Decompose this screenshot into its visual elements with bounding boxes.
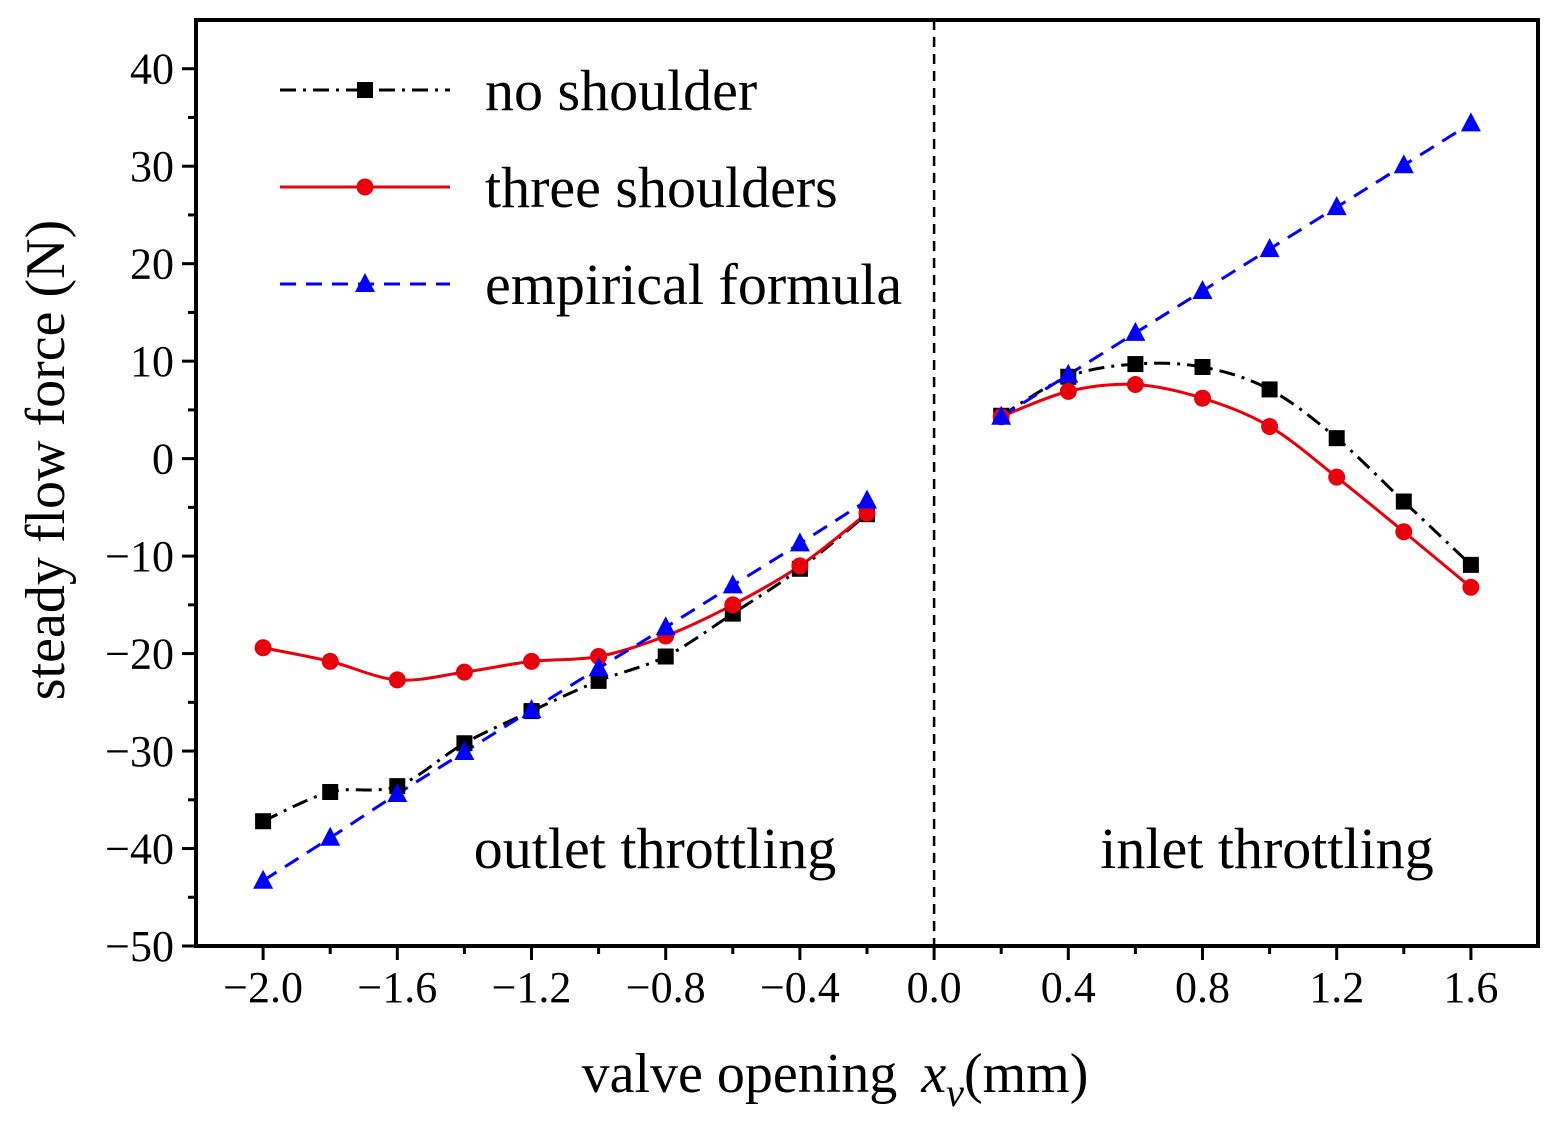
data-point <box>791 557 809 575</box>
data-point <box>590 648 608 666</box>
data-point <box>1395 493 1412 510</box>
y-axis-title: steady flow force (N) <box>15 220 77 700</box>
data-point <box>1462 578 1480 596</box>
x-tick-label: −1.6 <box>357 963 437 1012</box>
markers-empirical-formula <box>253 112 1481 889</box>
y-tick-label: −40 <box>105 825 174 874</box>
legend: no shoulder three shoulders empirical form… <box>280 58 902 317</box>
data-point <box>1328 468 1346 486</box>
data-point <box>1194 389 1211 407</box>
y-tick-label: −30 <box>105 727 174 776</box>
x-axis-title-sub: v <box>946 1070 964 1115</box>
y-tick-label: 40 <box>130 45 174 94</box>
y-tick-label: 20 <box>130 240 174 289</box>
data-point <box>1059 382 1077 400</box>
x-axis-title-unit: (mm) <box>964 1043 1088 1105</box>
data-point <box>1192 279 1213 299</box>
data-point <box>322 783 339 800</box>
x-tick-label: 0.4 <box>1041 963 1096 1012</box>
markers-three-shoulders <box>254 376 1480 689</box>
x-tick-label: −2.0 <box>223 963 303 1012</box>
data-point <box>722 574 743 594</box>
x-tick-label: 0.8 <box>1175 963 1230 1012</box>
x-tick-label: 1.2 <box>1309 963 1364 1012</box>
axes: −50 −40 −30 −20 −10 0 10 20 30 40 −2.0 −1.6 −1.2 −0.8… <box>105 18 1540 1012</box>
y-tick-label: −10 <box>105 532 174 581</box>
legend-marker <box>356 178 374 196</box>
x-tick-label: −0.4 <box>760 963 840 1012</box>
series-line <box>1000 382 1472 589</box>
data-point <box>858 504 876 522</box>
data-point <box>388 671 406 689</box>
legend-marker <box>357 82 373 98</box>
x-axis-title-label: valve opening <box>582 1043 898 1105</box>
data-point <box>254 639 272 657</box>
data-point <box>521 699 542 719</box>
series-three-shoulders <box>262 382 1472 682</box>
legend-marker <box>355 273 375 292</box>
data-point <box>321 652 339 670</box>
y-tick-label: −20 <box>105 630 174 679</box>
series-line <box>262 513 868 823</box>
data-point <box>1259 238 1280 258</box>
data-point <box>1127 356 1144 373</box>
data-point <box>1126 376 1144 394</box>
legend-label: empirical formula <box>485 252 902 317</box>
data-point <box>1395 523 1413 541</box>
x-axis-title-var: x <box>920 1043 946 1105</box>
data-point <box>724 596 742 614</box>
data-point <box>523 652 540 670</box>
y-tick-label: 10 <box>130 337 174 386</box>
legend-item-no-shoulder: no shoulder <box>280 58 757 123</box>
series-line <box>262 512 868 682</box>
data-point <box>1261 417 1279 435</box>
data-point <box>253 869 274 889</box>
y-tick-label: −50 <box>105 922 174 971</box>
data-point <box>1462 556 1479 573</box>
series-layer <box>253 112 1481 889</box>
y-tick-label: 0 <box>152 435 174 484</box>
y-tick-label: 30 <box>130 142 174 191</box>
x-tick-label: −0.8 <box>626 963 706 1012</box>
series-no-shoulder <box>262 361 1472 823</box>
data-point <box>991 405 1012 425</box>
x-tick-label: −1.2 <box>492 963 572 1012</box>
data-point <box>320 826 341 846</box>
data-point <box>1393 154 1414 174</box>
data-point <box>1261 381 1278 398</box>
markers-no-shoulder <box>255 356 1479 830</box>
x-tick-label: 1.6 <box>1443 963 1498 1012</box>
data-point <box>657 648 674 665</box>
data-point <box>789 532 810 552</box>
data-point <box>454 741 475 761</box>
legend-item-three-shoulders: three shoulders <box>280 155 838 220</box>
data-point <box>1125 321 1146 341</box>
legend-item-empirical-formula: empirical formula <box>280 252 902 317</box>
legend-label: no shoulder <box>485 58 757 123</box>
data-point <box>655 616 676 636</box>
data-point <box>455 663 473 681</box>
data-point <box>1328 430 1345 447</box>
data-point <box>1194 359 1211 376</box>
data-point <box>1460 112 1481 132</box>
annotation-inlet-throttling: inlet throttling <box>1100 816 1433 881</box>
data-point <box>588 657 609 677</box>
data-point <box>255 813 272 830</box>
legend-label: three shoulders <box>485 155 838 220</box>
x-tick-label: 0.0 <box>907 963 962 1012</box>
data-point <box>1058 363 1079 383</box>
series-line <box>262 499 868 882</box>
x-axis-title: valve opening xv(mm) <box>582 1043 1089 1115</box>
data-point <box>1326 196 1347 216</box>
data-point <box>857 489 877 509</box>
annotation-outlet-throttling: outlet throttling <box>474 816 836 881</box>
data-point <box>387 782 408 802</box>
data-point <box>590 672 607 689</box>
